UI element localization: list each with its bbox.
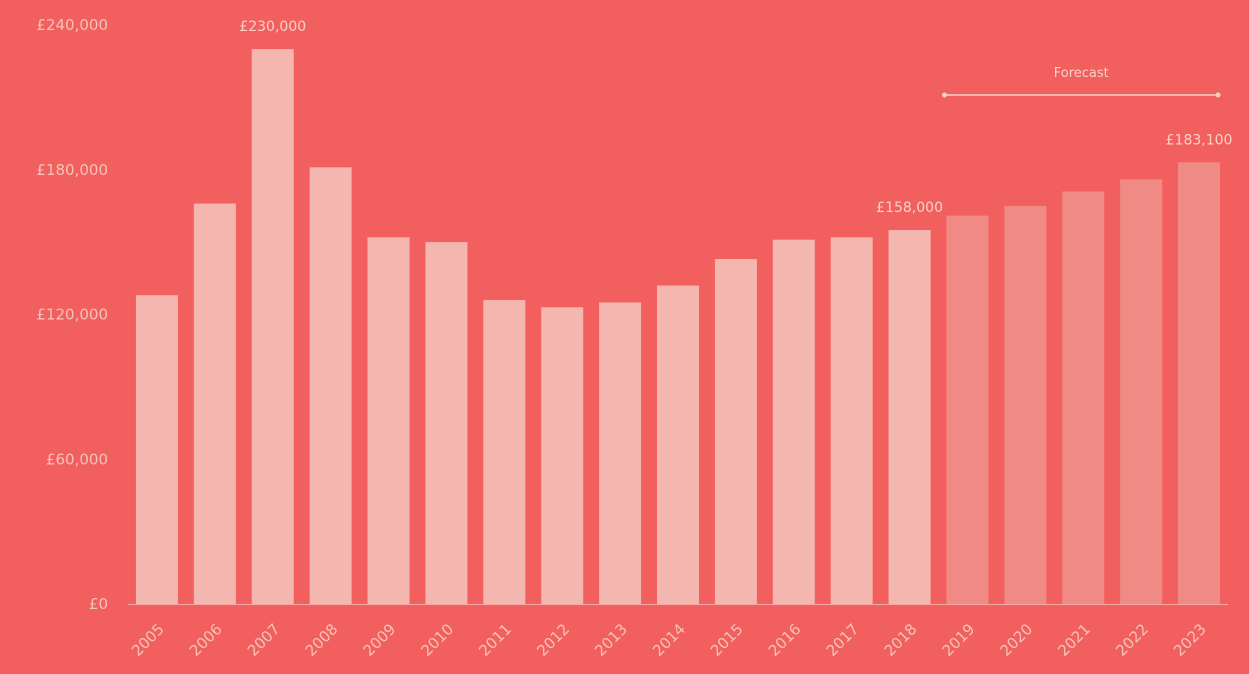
x-tick-label: 2013 <box>591 620 631 660</box>
bar-2022 <box>1120 179 1163 604</box>
bar-2011 <box>483 300 526 604</box>
bar-2019 <box>946 215 989 604</box>
bar-2007 <box>251 49 294 604</box>
x-tick-label: 2023 <box>1170 620 1210 660</box>
y-tick-label: £240,000 <box>36 16 108 34</box>
x-tick-label: 2005 <box>128 620 168 660</box>
x-tick-label: 2008 <box>302 620 342 660</box>
x-tick-label: 2010 <box>418 620 458 660</box>
bar-2014 <box>657 285 699 604</box>
x-tick-label: 2006 <box>186 620 226 660</box>
x-tick-label: 2020 <box>996 620 1036 660</box>
bar-2010 <box>425 242 468 604</box>
bar-2015 <box>714 259 757 604</box>
x-tick-label: 2012 <box>533 620 573 660</box>
x-tick-label: 2019 <box>939 620 979 660</box>
x-tick-label: 2018 <box>881 620 921 660</box>
bar-2017 <box>830 237 873 605</box>
x-tick-label: 2007 <box>244 620 284 660</box>
y-tick-label: £60,000 <box>46 450 108 468</box>
x-tick-label: 2021 <box>1054 620 1094 660</box>
bar-2009 <box>367 237 410 605</box>
bar-2012 <box>541 307 584 604</box>
bar-2006 <box>193 203 236 604</box>
bar-2008 <box>309 167 352 604</box>
x-tick-label: 2009 <box>360 620 400 660</box>
x-tick-label: 2022 <box>1112 620 1152 660</box>
data-label: £230,000 <box>239 19 306 35</box>
y-tick-label: £180,000 <box>36 161 108 179</box>
bar-2016 <box>772 239 815 604</box>
forecast-label: Forecast <box>1054 66 1109 81</box>
y-tick-label: £120,000 <box>36 306 108 324</box>
x-tick-label: 2011 <box>475 620 515 660</box>
x-tick-label: 2017 <box>823 620 863 660</box>
forecast-bracket-end <box>1215 92 1221 98</box>
bar-2020 <box>1004 205 1047 604</box>
data-label: £183,100 <box>1166 132 1233 148</box>
forecast-bracket-start <box>941 92 947 98</box>
x-tick-label: 2015 <box>707 620 747 660</box>
bar-2023 <box>1178 162 1221 605</box>
bar-2018 <box>888 230 931 604</box>
x-tick-label: 2016 <box>765 620 805 660</box>
bar-2021 <box>1062 191 1105 604</box>
x-tick-label: 2014 <box>649 620 689 660</box>
bar-2013 <box>599 302 642 604</box>
data-label: £158,000 <box>876 200 943 216</box>
y-tick-label: £0 <box>89 595 108 613</box>
bar-2005 <box>135 295 178 604</box>
